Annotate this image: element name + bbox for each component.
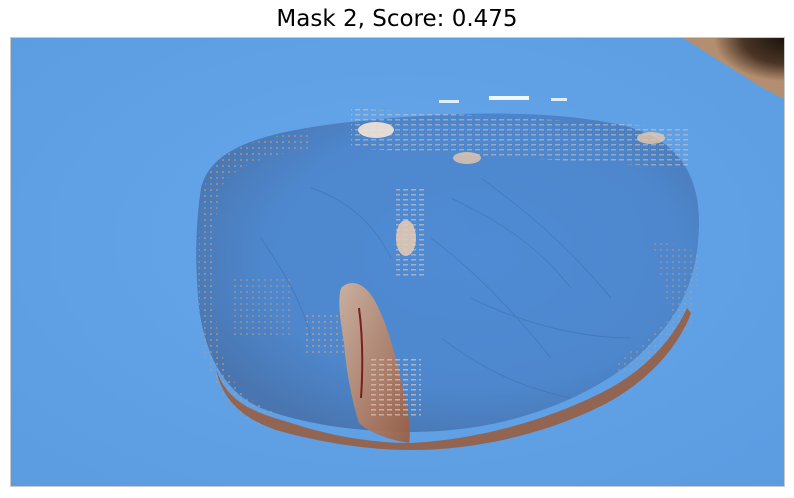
cleft-line xyxy=(358,307,364,399)
highlight-2 xyxy=(396,220,416,256)
unmasked-corner xyxy=(683,38,784,100)
highlight-5 xyxy=(551,98,567,101)
speckle-b xyxy=(371,358,421,418)
edge-texture-top xyxy=(351,108,691,168)
lower-rim xyxy=(216,308,691,450)
figure-title: Mask 2, Score: 0.475 xyxy=(276,6,518,32)
highlight-1 xyxy=(358,122,394,138)
speckle-a xyxy=(306,313,346,353)
speckle-c xyxy=(231,278,291,338)
masked-photo xyxy=(10,37,785,487)
edge-texture-right xyxy=(611,238,701,378)
photo-canvas xyxy=(11,38,784,486)
highlight-7 xyxy=(637,132,665,144)
highlight-3 xyxy=(489,96,529,100)
highlight-6 xyxy=(453,152,481,164)
highlight-4 xyxy=(439,100,459,103)
wrinkles xyxy=(260,177,632,399)
